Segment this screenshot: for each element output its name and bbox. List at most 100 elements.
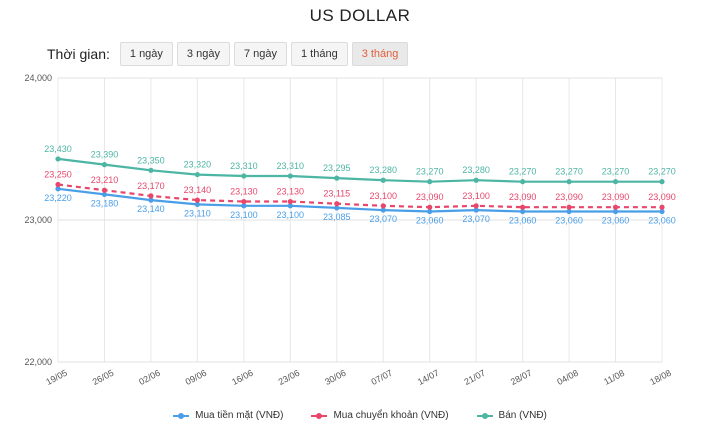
y-tick-label: 23,000 bbox=[24, 215, 52, 225]
data-point[interactable] bbox=[334, 175, 340, 181]
data-point[interactable] bbox=[427, 179, 433, 185]
data-point[interactable] bbox=[566, 208, 572, 215]
data-label: 23,310 bbox=[277, 161, 305, 171]
legend-swatch bbox=[173, 412, 190, 419]
data-label: 23,350 bbox=[137, 155, 165, 165]
data-point[interactable] bbox=[612, 179, 619, 185]
data-point[interactable] bbox=[334, 201, 340, 207]
x-tick-label: 21/07 bbox=[462, 368, 487, 387]
data-point[interactable] bbox=[427, 208, 433, 215]
legend-swatch bbox=[476, 412, 493, 419]
x-tick-label: 14/07 bbox=[416, 368, 441, 387]
data-point[interactable] bbox=[194, 197, 200, 203]
time-option-3-days[interactable]: 3 ngày bbox=[176, 42, 230, 66]
legend-label: Mua chuyển khoản (VNĐ) bbox=[333, 410, 449, 421]
data-label: 23,280 bbox=[369, 165, 397, 175]
data-label: 23,100 bbox=[369, 191, 397, 201]
data-label: 23,090 bbox=[648, 192, 676, 202]
data-point[interactable] bbox=[334, 205, 340, 211]
data-point[interactable] bbox=[380, 207, 386, 213]
data-point[interactable] bbox=[659, 204, 665, 210]
data-label: 23,270 bbox=[416, 167, 444, 177]
data-point[interactable] bbox=[612, 204, 619, 210]
data-point[interactable] bbox=[473, 177, 479, 183]
data-point[interactable] bbox=[148, 167, 154, 173]
time-filter-options: 1 ngày 3 ngày 7 ngày 1 tháng 3 tháng bbox=[116, 42, 409, 66]
data-label: 23,270 bbox=[602, 167, 630, 177]
data-point[interactable] bbox=[427, 204, 433, 210]
data-point[interactable] bbox=[148, 197, 154, 203]
data-point[interactable] bbox=[194, 171, 200, 178]
data-point[interactable] bbox=[612, 208, 619, 215]
data-label: 23,110 bbox=[184, 208, 211, 218]
data-label: 23,430 bbox=[44, 144, 72, 154]
data-point[interactable] bbox=[287, 198, 293, 205]
data-point[interactable] bbox=[55, 156, 61, 162]
data-point[interactable] bbox=[55, 181, 61, 188]
legend-label: Bán (VNĐ) bbox=[498, 410, 547, 421]
data-label: 23,250 bbox=[44, 170, 72, 180]
data-label: 23,170 bbox=[137, 181, 165, 191]
data-point[interactable] bbox=[473, 207, 479, 213]
time-option-1-day[interactable]: 1 ngày bbox=[119, 42, 173, 66]
time-filter-label: Thời gian: bbox=[47, 46, 110, 62]
data-label: 23,320 bbox=[184, 160, 212, 170]
data-point[interactable] bbox=[566, 179, 572, 185]
data-label: 23,090 bbox=[416, 192, 444, 202]
data-point[interactable] bbox=[241, 198, 247, 205]
data-label: 23,090 bbox=[555, 192, 583, 202]
data-label: 23,390 bbox=[91, 150, 119, 160]
data-point[interactable] bbox=[194, 201, 200, 207]
data-point[interactable] bbox=[241, 203, 247, 209]
data-point[interactable] bbox=[380, 203, 386, 209]
time-option-3-months[interactable]: 3 tháng bbox=[351, 42, 409, 66]
data-point[interactable] bbox=[101, 187, 108, 193]
data-point[interactable] bbox=[287, 173, 293, 179]
legend-label: Mua tiền mặt (VNĐ) bbox=[195, 410, 284, 421]
x-tick-label: 09/06 bbox=[184, 368, 209, 387]
time-option-1-month[interactable]: 1 tháng bbox=[290, 42, 348, 66]
data-label: 23,130 bbox=[277, 187, 305, 197]
data-label: 23,140 bbox=[137, 204, 165, 214]
data-point[interactable] bbox=[520, 179, 526, 185]
time-filter: Thời gian: 1 ngày 3 ngày 7 ngày 1 tháng … bbox=[47, 42, 409, 66]
data-label: 23,100 bbox=[277, 210, 305, 220]
legend-item[interactable]: Mua tiền mặt (VNĐ) bbox=[173, 410, 283, 421]
data-point[interactable] bbox=[659, 179, 665, 185]
data-point[interactable] bbox=[101, 191, 108, 198]
data-label: 23,310 bbox=[230, 161, 258, 171]
data-label: 23,270 bbox=[509, 167, 537, 177]
x-tick-label: 16/06 bbox=[230, 368, 255, 387]
data-label: 23,060 bbox=[416, 215, 444, 225]
data-point[interactable] bbox=[241, 173, 247, 179]
data-label: 23,100 bbox=[462, 191, 490, 201]
data-point[interactable] bbox=[566, 204, 572, 210]
data-point[interactable] bbox=[380, 177, 386, 183]
line-chart: 22,000 23,000 24,000 19/05 26/05 02/06 09/06 16… bbox=[24, 73, 676, 387]
legend-swatch bbox=[311, 412, 328, 419]
data-label: 23,100 bbox=[230, 210, 258, 220]
data-point[interactable] bbox=[473, 203, 479, 209]
data-point[interactable] bbox=[55, 186, 61, 192]
data-label: 23,180 bbox=[91, 198, 119, 208]
x-tick-label: 23/06 bbox=[277, 368, 302, 387]
data-point[interactable] bbox=[659, 208, 665, 215]
data-label: 23,060 bbox=[648, 215, 676, 225]
data-label: 23,090 bbox=[509, 192, 537, 202]
series-line bbox=[57, 187, 662, 213]
data-label: 23,070 bbox=[369, 214, 397, 224]
legend-item[interactable]: Mua chuyển khoản (VNĐ) bbox=[311, 410, 449, 421]
data-point[interactable] bbox=[287, 203, 293, 209]
data-point[interactable] bbox=[148, 193, 154, 199]
data-label: 23,060 bbox=[509, 215, 537, 225]
data-label: 23,115 bbox=[323, 189, 350, 199]
time-option-7-days[interactable]: 7 ngày bbox=[233, 42, 287, 66]
data-point[interactable] bbox=[101, 162, 108, 168]
data-point[interactable] bbox=[520, 204, 526, 210]
x-tick-label: 04/08 bbox=[555, 368, 580, 387]
data-label: 23,270 bbox=[555, 167, 583, 177]
data-point[interactable] bbox=[520, 208, 526, 215]
x-tick-label: 02/06 bbox=[137, 368, 162, 387]
x-tick-label: 19/05 bbox=[44, 368, 69, 387]
legend-item[interactable]: Bán (VNĐ) bbox=[476, 410, 547, 421]
